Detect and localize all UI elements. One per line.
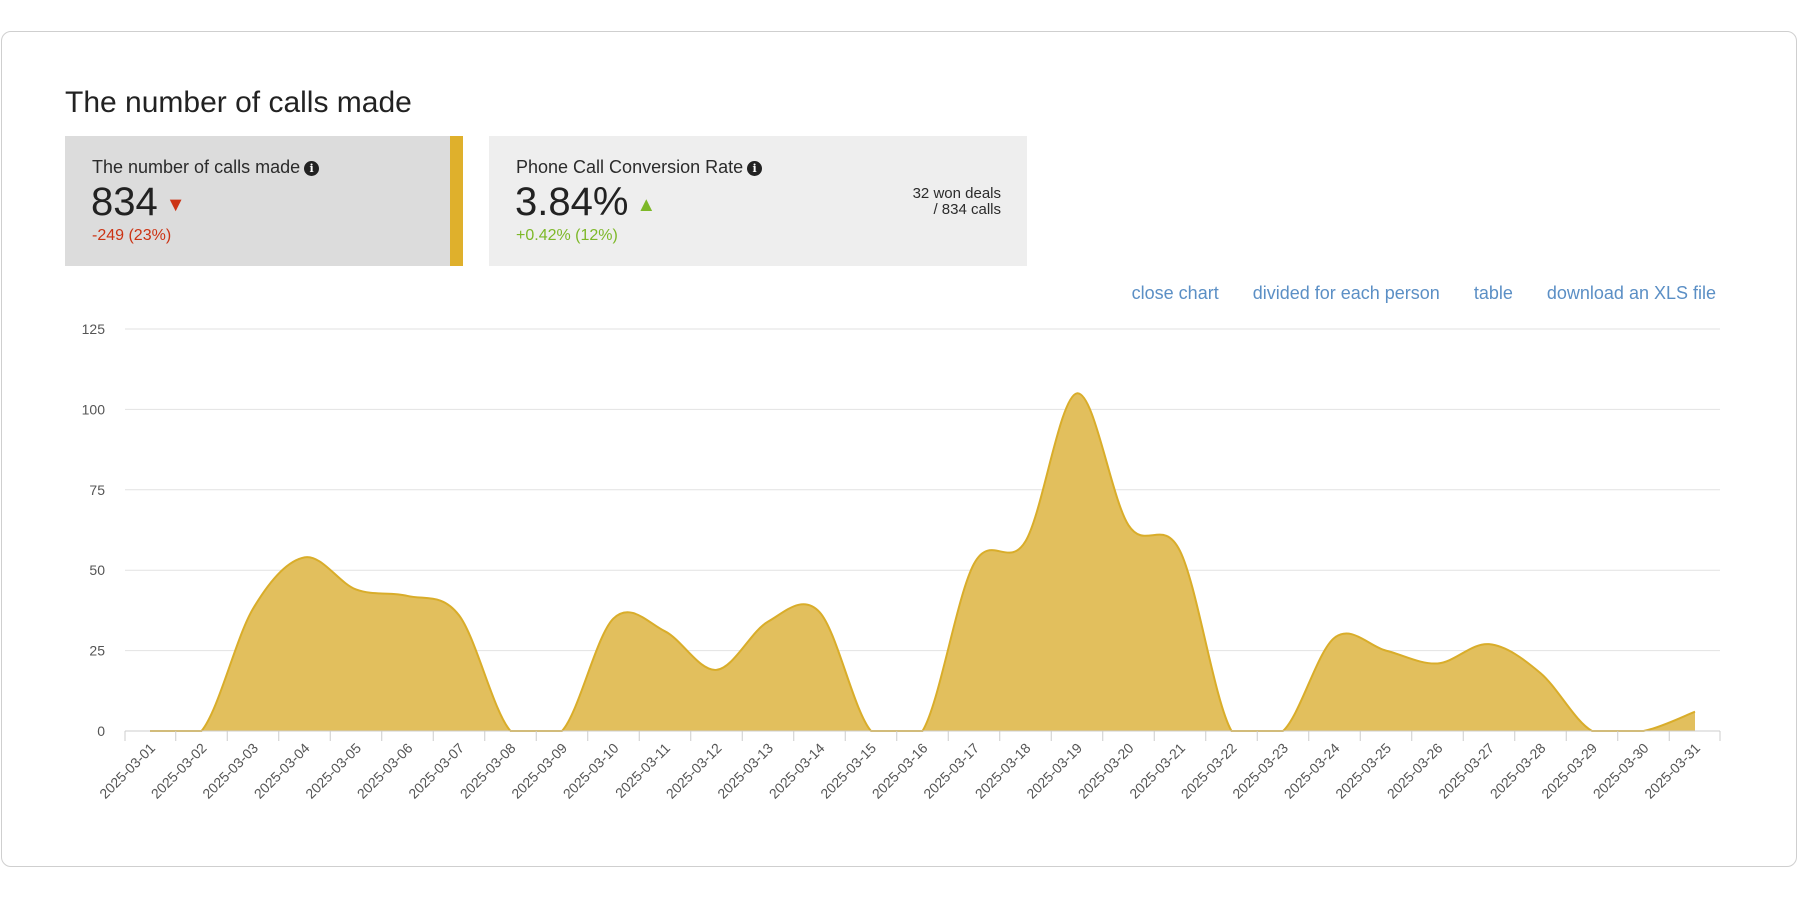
data-point [714,667,720,673]
x-tick-label: 2025-03-10 [560,740,622,802]
data-point [817,609,823,615]
kpi-conversion-card[interactable]: Phone Call Conversion Rate i 3.84% ▲ +0.42… [489,136,1027,266]
data-point [611,615,617,621]
calls-total-text: / 834 calls [933,201,1001,218]
data-point [1074,390,1080,396]
data-point [405,593,411,599]
chart-actions: close chart divided for each person tabl… [1132,283,1716,304]
close-chart-link[interactable]: close chart [1131,283,1219,303]
data-point [1023,538,1029,544]
y-tick-label: 100 [82,401,106,417]
data-point [662,628,668,634]
kpi-conversion-delta: +0.42% (12%) [516,227,618,244]
divided-per-person-link[interactable]: divided for each person [1252,283,1440,303]
y-tick-label: 0 [97,723,105,739]
data-point [1280,728,1286,734]
data-point [353,586,359,592]
y-tick-label: 50 [89,562,105,578]
kpi-conversion-value-row: 3.84% ▲ [515,180,656,225]
kpi-calls-label: The number of calls made [92,157,301,177]
data-point [250,606,256,612]
data-point [1589,728,1595,734]
won-deals-text: 32 won deals [912,185,1001,202]
area-layer [149,392,1696,733]
kpi-calls-value: 834 [91,180,158,224]
data-point [1692,709,1698,715]
data-point [508,728,514,734]
data-point [765,619,771,625]
kpi-conversion-label: Phone Call Conversion Rate [516,157,744,177]
data-point [971,561,977,567]
data-point [1538,670,1544,676]
triangle-up-icon: ▲ [636,194,657,216]
kpi-calls-value-row: 834 ▼ [91,180,186,225]
kpi-calls-card[interactable]: The number of calls made i 834 ▼ -249 (23%… [65,136,463,266]
data-point [1383,648,1389,654]
kpi-selected-stripe [450,136,463,266]
triangle-down-icon: ▼ [165,194,186,216]
area-fill [150,393,1695,731]
data-point [1126,522,1132,528]
data-point [302,554,308,560]
data-point [147,728,153,734]
kpi-conversion-label-row: Phone Call Conversion Rate i [516,157,763,178]
table-link[interactable]: table [1473,283,1513,303]
info-icon[interactable]: i [747,161,763,176]
y-tick-label: 125 [82,321,106,337]
kpi-conversion-value: 3.84% [515,180,629,224]
data-point [1177,548,1183,554]
data-point [559,728,565,734]
y-tick-label: 25 [89,643,105,659]
data-point [868,728,874,734]
x-tick-label: 2025-03-31 [1641,740,1703,802]
data-point [1332,635,1338,641]
data-point [920,728,926,734]
series-line [149,392,1696,733]
data-point [1641,728,1647,734]
data-point [199,728,205,734]
data-point [456,612,462,618]
kpi-calls-label-row: The number of calls made i [92,157,320,178]
data-point [1435,660,1441,666]
info-icon[interactable]: i [304,161,320,176]
y-tick-label: 75 [89,482,105,498]
data-point [1229,728,1235,734]
y-axis: 0 25 50 75 100 125 [82,321,106,739]
download-xls-link[interactable]: download an XLS file [1546,283,1716,303]
data-point [1486,641,1492,647]
x-axis: 2025-03-012025-03-022025-03-032025-03-04… [96,730,1721,802]
page-title: The number of calls made [65,86,412,119]
kpi-conversion-detail: 32 won deals / 834 calls [913,186,1001,218]
kpi-calls-delta: -249 (23%) [92,227,172,244]
